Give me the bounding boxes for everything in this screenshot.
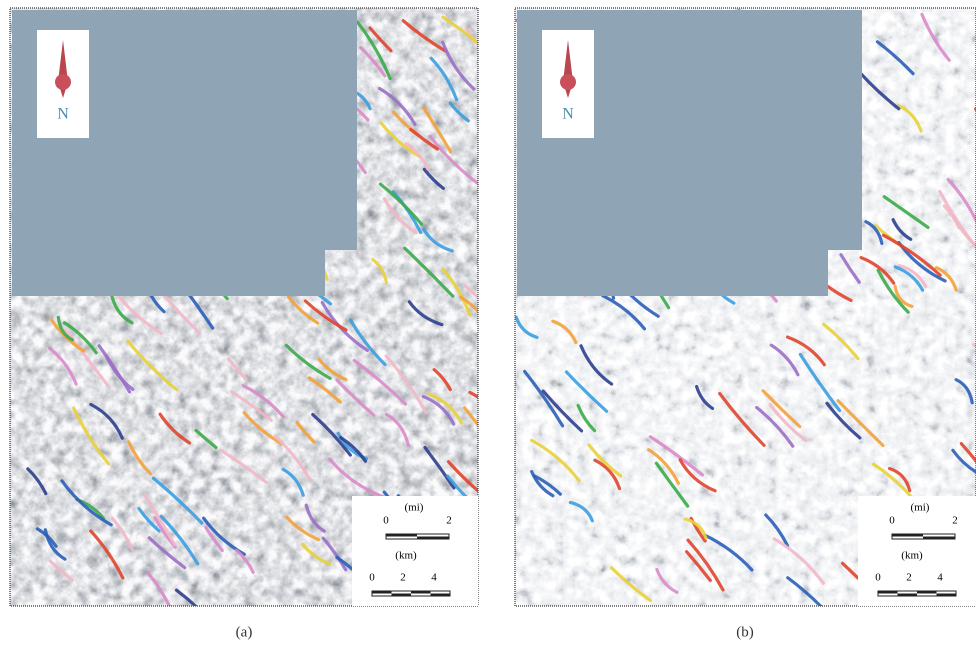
scale-bar-mi-fill — [417, 537, 449, 540]
scale-unit-mi: (mi) — [405, 502, 424, 514]
scale-bar-mi-fill — [386, 534, 417, 537]
scale-unit-km: (km) — [395, 550, 417, 562]
scale-bar-mi-fill — [892, 534, 923, 537]
north-arrow-disc — [55, 74, 71, 90]
scale-tick-mi: 2 — [952, 515, 958, 527]
scale-bar-km-fill — [372, 591, 392, 594]
north-label: N — [57, 106, 69, 123]
scale-bar-km-fill — [431, 594, 451, 597]
panel-caption: (a) — [236, 624, 253, 640]
north-label: N — [562, 106, 574, 123]
scale-tick-mi: 0 — [383, 515, 389, 527]
panel-caption: (b) — [736, 624, 754, 640]
scale-tick-mi: 0 — [889, 515, 895, 527]
scale-tick-mi: 2 — [446, 515, 452, 527]
scale-unit-mi: (mi) — [911, 502, 930, 514]
scale-tick-km: 4 — [937, 572, 943, 584]
scale-bar-km-fill — [392, 594, 412, 597]
scale-bar-km-fill — [878, 591, 898, 594]
scale-tick-km: 2 — [400, 572, 406, 584]
scale-tick-km: 0 — [369, 572, 375, 584]
scale-bar-km-fill — [898, 594, 918, 597]
scale-tick-km: 4 — [431, 572, 437, 584]
scale-tick-km: 0 — [875, 572, 881, 584]
scale-bar-km-fill — [411, 591, 431, 594]
figure: N (mi) 0 2 (km) 0 2 4 (a) N (mi) 0 2 (km) 0 2 4 (b) — [0, 0, 976, 650]
north-arrow-disc — [560, 74, 576, 90]
scale-bar-mi-fill — [923, 537, 955, 540]
scale-unit-km: (km) — [901, 550, 923, 562]
scale-tick-km: 2 — [906, 572, 912, 584]
scale-bar-km-fill — [917, 591, 937, 594]
scale-bar-km-fill — [937, 594, 957, 597]
